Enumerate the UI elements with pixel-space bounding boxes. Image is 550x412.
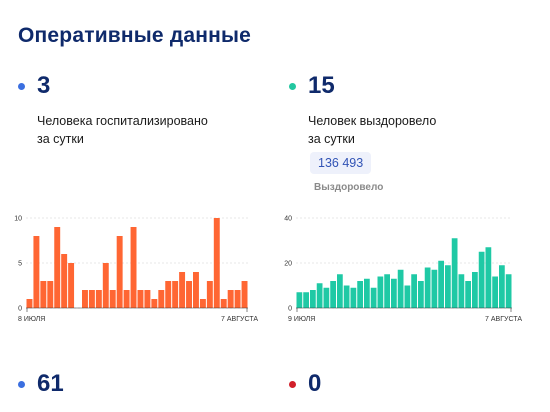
bar <box>418 281 424 308</box>
bar <box>130 227 137 308</box>
y-tick-label: 40 <box>284 216 292 223</box>
bar <box>330 281 336 308</box>
bar <box>485 247 492 308</box>
bar <box>206 281 213 308</box>
bar <box>451 238 458 308</box>
bar <box>241 281 248 308</box>
hospitalized-bar-chart: 0 5 10 8 ИЮЛЯ 7 АВГУСТА <box>14 216 258 324</box>
bar <box>102 263 109 308</box>
y-tick-label: 0 <box>288 306 292 313</box>
bar <box>370 287 377 308</box>
bar <box>316 283 323 308</box>
bar <box>458 274 465 308</box>
bar <box>179 272 186 308</box>
bar <box>364 278 370 308</box>
bar <box>82 290 88 308</box>
bar <box>499 265 505 308</box>
bar <box>357 281 363 308</box>
bar <box>68 263 75 308</box>
bar <box>116 236 123 308</box>
stat-value: 3 <box>37 72 51 99</box>
bar <box>472 272 478 308</box>
bar <box>296 292 303 308</box>
bar <box>144 290 151 308</box>
bar <box>478 251 485 308</box>
bar <box>109 290 116 308</box>
bar <box>213 218 220 308</box>
y-tick-label: 5 <box>18 261 22 268</box>
bar <box>310 290 316 308</box>
bar <box>158 290 165 308</box>
bar <box>151 299 158 308</box>
x-tick-label-start: 8 ИЮЛЯ <box>18 316 45 323</box>
bar <box>377 276 384 308</box>
bar <box>505 274 512 308</box>
bar <box>186 281 192 308</box>
stat-third: 61 <box>18 370 64 398</box>
stat-description: Человека госпитализировано за сутки <box>37 114 208 146</box>
bar <box>227 290 234 308</box>
page-title: Оперативные данные <box>18 24 252 47</box>
bar <box>47 281 54 308</box>
y-tick-label: 10 <box>14 216 22 223</box>
stat-hospitalized: 3 Человека госпитализировано за сутки <box>18 72 227 148</box>
bar <box>438 260 444 308</box>
bar <box>26 299 33 308</box>
y-tick-label: 0 <box>18 306 22 313</box>
bar <box>88 290 95 308</box>
bar <box>172 281 179 308</box>
x-tick-label-end: 7 АВГУСТА <box>221 316 258 323</box>
bar <box>424 267 431 308</box>
stat-dot <box>18 380 25 388</box>
bar <box>323 287 330 308</box>
bar <box>445 265 451 308</box>
recovered-bar-chart: 0 20 40 9 ИЮЛЯ 7 АВГУСТА <box>284 216 522 324</box>
bar <box>33 236 40 308</box>
stat-description: Человек выздоровело за сутки <box>308 114 437 146</box>
x-tick-label-start: 9 ИЮЛЯ <box>288 316 315 323</box>
bar <box>431 269 438 308</box>
bar <box>40 281 47 308</box>
bar <box>397 269 404 308</box>
bar <box>465 281 471 308</box>
bar <box>123 290 130 308</box>
bar <box>137 290 144 308</box>
bar <box>384 274 390 308</box>
bar <box>54 227 61 308</box>
stat-value: 61 <box>37 370 64 397</box>
stat-fourth: 0 <box>289 370 321 398</box>
bar <box>193 272 199 308</box>
bar <box>61 254 68 308</box>
recovered-total-badge: 136 493 <box>310 152 372 174</box>
bar <box>234 290 241 308</box>
bar <box>303 292 309 308</box>
x-tick-label-end: 7 АВГУСТА <box>485 316 522 323</box>
bar <box>95 290 102 308</box>
bar <box>220 299 227 308</box>
stat-dot <box>18 82 25 90</box>
bar <box>165 281 172 308</box>
bar <box>492 276 498 308</box>
bar <box>391 278 397 308</box>
bar <box>199 299 206 308</box>
stat-value: 15 <box>308 72 335 99</box>
bar <box>404 285 411 308</box>
bar <box>337 274 343 308</box>
recovered-total-label: Выздоровело <box>314 182 384 193</box>
stat-dot <box>289 82 296 90</box>
bar <box>411 274 417 308</box>
y-tick-label: 20 <box>284 261 292 268</box>
stat-dot <box>289 380 296 388</box>
stat-recovered: 15 Человек выздоровело за сутки <box>289 72 498 148</box>
stat-value: 0 <box>308 370 322 397</box>
bar <box>343 285 350 308</box>
bar <box>350 287 357 308</box>
